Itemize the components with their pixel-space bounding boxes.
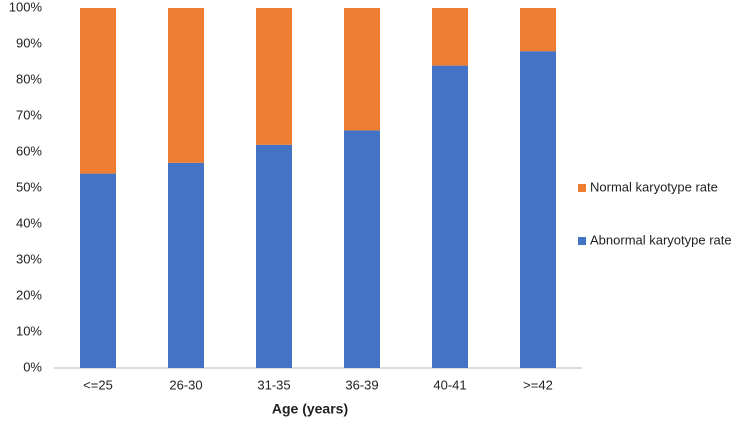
legend-label: Abnormal karyotype rate <box>590 232 732 247</box>
legend-swatch <box>578 184 586 192</box>
bar-segment <box>80 8 116 174</box>
y-tick-label: 40% <box>16 215 42 230</box>
bar-segment <box>432 65 468 368</box>
bar-segment <box>344 130 380 368</box>
y-tick-label: 80% <box>16 71 42 86</box>
bar-segment <box>432 8 468 66</box>
x-tick-label: 31-35 <box>257 377 290 392</box>
y-tick-label: 10% <box>16 323 42 338</box>
x-tick-label: 26-30 <box>169 377 202 392</box>
bar-segment <box>344 8 380 131</box>
x-tick-label: 40-41 <box>433 377 466 392</box>
bar-segment <box>256 8 292 145</box>
y-tick-label: 100% <box>9 0 43 14</box>
bar-segment <box>520 51 556 368</box>
legend-label: Normal karyotype rate <box>590 179 718 194</box>
bar-segment <box>168 8 204 163</box>
bar-segment <box>168 162 204 368</box>
y-tick-label: 90% <box>16 35 42 50</box>
y-tick-label: 20% <box>16 287 42 302</box>
x-axis-label: Age (years) <box>272 401 348 417</box>
x-tick-label: <=25 <box>83 377 113 392</box>
bar-segment <box>520 8 556 52</box>
x-tick-label: >=42 <box>523 377 553 392</box>
bar-segment <box>256 144 292 368</box>
legend-swatch <box>578 237 586 245</box>
y-tick-label: 60% <box>16 143 42 158</box>
y-tick-label: 30% <box>16 251 42 266</box>
y-tick-label: 0% <box>23 359 42 374</box>
y-tick-label: 50% <box>16 179 42 194</box>
x-tick-label: 36-39 <box>345 377 378 392</box>
y-tick-label: 70% <box>16 107 42 122</box>
bar-segment <box>80 173 116 368</box>
